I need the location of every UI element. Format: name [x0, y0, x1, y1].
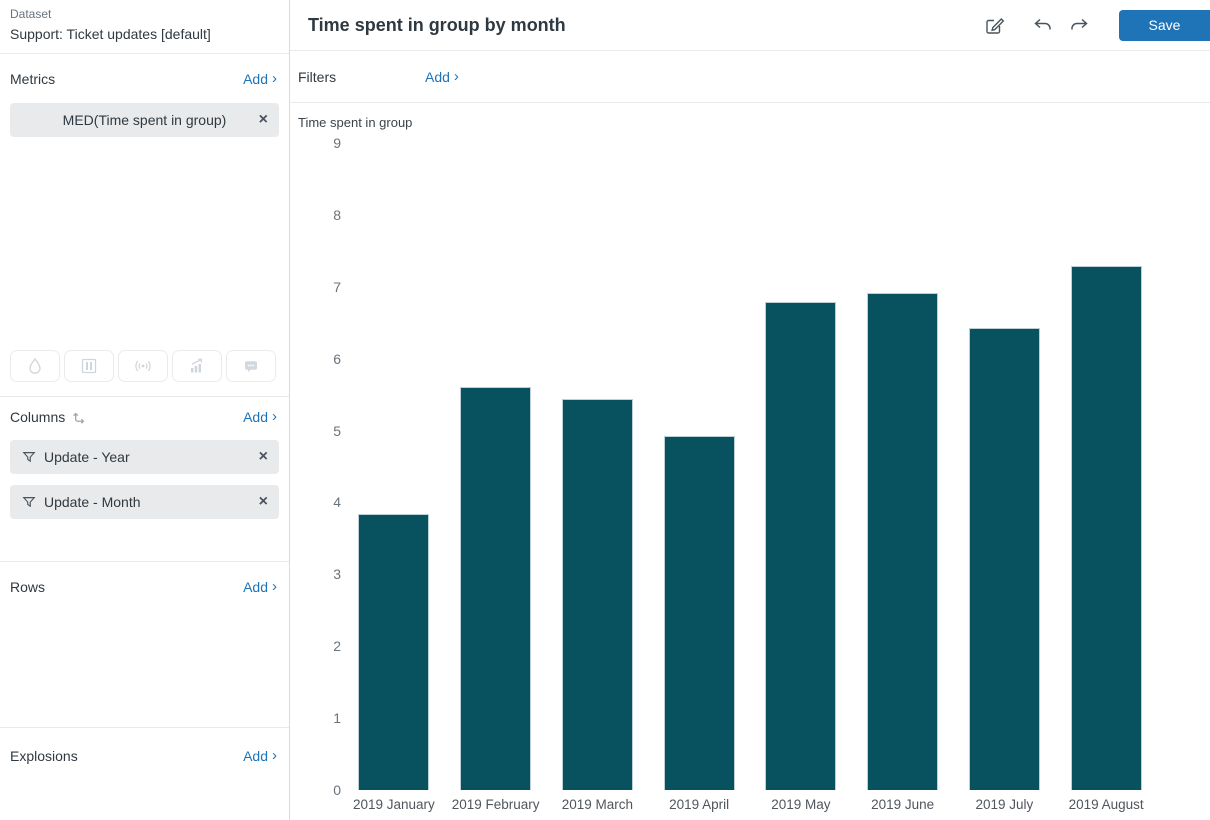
- y-tick-label: 2: [333, 638, 341, 655]
- column-pill-month[interactable]: Update - Month ×: [10, 485, 279, 519]
- x-axis-label: 2019 January: [352, 797, 435, 812]
- y-axis: 0 1 2 3 4 5 6 7 8 9: [290, 136, 341, 797]
- remove-metric-icon[interactable]: ×: [258, 111, 268, 128]
- rows-add-button[interactable]: Add ›: [243, 578, 277, 595]
- x-axis-label: 2019 June: [871, 797, 935, 812]
- dataset-panel: Dataset Support: Ticket updates [default…: [0, 0, 289, 54]
- redo-icon[interactable]: [1070, 18, 1089, 33]
- y-tick-label: 1: [333, 710, 341, 727]
- chevron-right-icon: ›: [272, 747, 277, 764]
- explosions-add-button[interactable]: Add ›: [243, 747, 277, 764]
- x-axis-label: 2019 February: [451, 797, 540, 812]
- bar[interactable]: [867, 292, 939, 790]
- sidebar: Dataset Support: Ticket updates [default…: [0, 0, 290, 820]
- bar-chart: Time spent in group 0 1 2 3 4 5 6 7 8 9 2019 Janu…: [290, 103, 1210, 819]
- chevron-right-icon: ›: [272, 70, 277, 87]
- bar-slot: [750, 143, 852, 790]
- bar[interactable]: [561, 398, 633, 790]
- filters-row: Filters Add ›: [290, 51, 1210, 103]
- columns-section: Columns Add › Update - Year ×: [0, 397, 289, 562]
- bar[interactable]: [765, 301, 837, 790]
- x-axis-label: 2019 March: [561, 797, 634, 812]
- undo-icon[interactable]: [1033, 18, 1052, 33]
- chevron-right-icon: ›: [272, 578, 277, 595]
- y-tick-label: 4: [333, 494, 341, 511]
- metric-pill-label: MED(Time spent in group): [62, 112, 227, 128]
- y-tick-label: 5: [333, 422, 341, 439]
- pivot-swap-icon: [73, 412, 85, 424]
- bar[interactable]: [968, 328, 1040, 790]
- bar[interactable]: [358, 513, 430, 790]
- y-axis-title: Time spent in group: [298, 115, 413, 130]
- edit-icon[interactable]: [984, 15, 1005, 36]
- columns-add-button[interactable]: Add ›: [243, 408, 277, 425]
- explosions-section: Explosions Add ›: [0, 728, 289, 764]
- y-tick-label: 9: [333, 135, 341, 151]
- topbar: Time spent in group by month: [290, 0, 1210, 51]
- x-axis-label: 2019 April: [669, 797, 730, 812]
- bar-slot: [1055, 143, 1157, 790]
- rows-title: Rows: [10, 579, 46, 595]
- bar-slot: [445, 143, 547, 790]
- main-panel: Time spent in group by month: [290, 0, 1210, 820]
- bar-slot: [648, 143, 750, 790]
- y-tick-label: 6: [333, 350, 341, 367]
- table-columns-icon[interactable]: [64, 350, 114, 382]
- y-tick-label: 0: [333, 782, 341, 798]
- chevron-right-icon: ›: [453, 67, 459, 85]
- bar-slot: [954, 143, 1056, 790]
- metrics-add-button[interactable]: Add ›: [243, 70, 277, 87]
- page-title: Time spent in group by month: [308, 14, 566, 35]
- metrics-section: Metrics Add › MED(Time spent in group) ×: [0, 54, 289, 397]
- y-tick-label: 8: [333, 206, 341, 223]
- bar-slot: [547, 143, 649, 790]
- filters-add-button[interactable]: Add ›: [425, 67, 459, 85]
- remove-column-icon[interactable]: ×: [258, 493, 268, 510]
- dataset-name: Support: Ticket updates [default]: [10, 26, 211, 42]
- bar[interactable]: [460, 387, 532, 790]
- filters-label: Filters: [298, 68, 337, 85]
- x-axis-label: 2019 July: [975, 797, 1034, 812]
- explosions-title: Explosions: [10, 748, 78, 764]
- save-button[interactable]: Save: [1119, 9, 1210, 41]
- metrics-title: Metrics: [10, 71, 56, 87]
- bar-slot: [343, 143, 445, 790]
- broadcast-icon[interactable]: [118, 350, 168, 382]
- trend-chart-icon[interactable]: [172, 350, 222, 382]
- chevron-right-icon: ›: [272, 408, 277, 425]
- rows-section: Rows Add ›: [0, 562, 289, 728]
- plot-area: [343, 143, 1157, 790]
- column-pill-label: Update - Year: [44, 449, 130, 465]
- metric-pill[interactable]: MED(Time spent in group) ×: [10, 103, 279, 137]
- bar-slot: [852, 143, 954, 790]
- column-pill-label: Update - Month: [44, 494, 141, 510]
- droplet-icon[interactable]: [10, 350, 60, 382]
- chat-icon[interactable]: [226, 350, 276, 382]
- x-axis-label: 2019 August: [1068, 797, 1144, 812]
- dataset-label: Dataset: [10, 7, 52, 21]
- x-axis: 2019 January 2019 February 2019 March 2019 …: [343, 797, 1157, 812]
- remove-column-icon[interactable]: ×: [258, 448, 268, 465]
- columns-title: Columns: [10, 409, 66, 425]
- visualization-tools: [10, 350, 276, 382]
- bar[interactable]: [1070, 265, 1142, 790]
- bar[interactable]: [663, 435, 735, 790]
- filter-funnel-icon: [22, 497, 36, 508]
- column-pill-year[interactable]: Update - Year ×: [10, 440, 279, 474]
- x-axis-label: 2019 May: [771, 797, 831, 812]
- y-tick-label: 7: [333, 278, 341, 295]
- y-tick-label: 3: [333, 566, 341, 583]
- filter-funnel-icon: [22, 452, 36, 463]
